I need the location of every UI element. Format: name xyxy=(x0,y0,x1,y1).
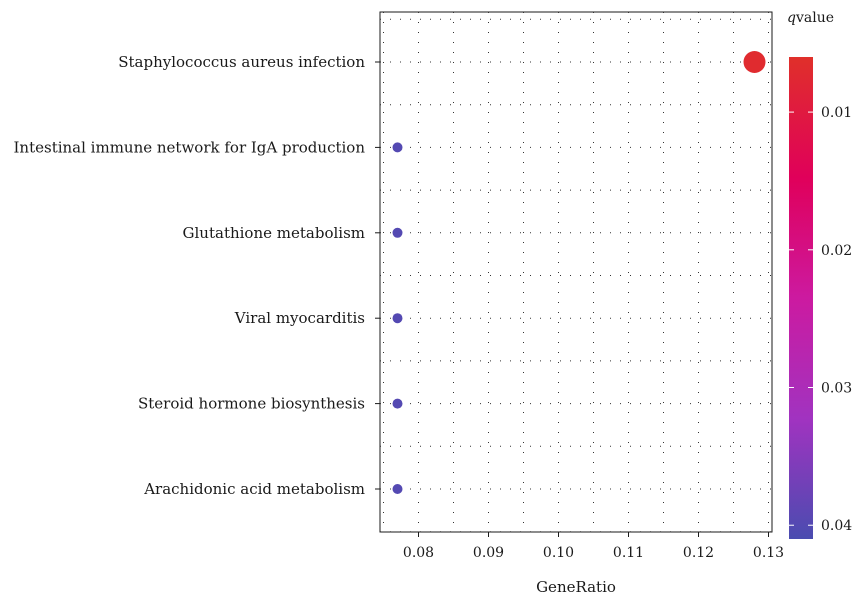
x-tick-label: 0.13 xyxy=(753,545,784,561)
legend-tick-label: 0.04 xyxy=(821,518,852,534)
data-points xyxy=(392,51,766,494)
legend-tick-label: 0.02 xyxy=(821,243,852,259)
data-point xyxy=(743,51,766,73)
data-point xyxy=(392,227,403,238)
qvalue-legend: qvalue 0.01 0.02 0.03 0.04 xyxy=(787,10,852,539)
y-tick-label: Arachidonic acid metabolism xyxy=(143,480,365,498)
plot-area xyxy=(379,11,773,533)
x-tick-label: 0.08 xyxy=(403,545,434,561)
x-tick-label: 0.12 xyxy=(683,545,714,561)
data-point xyxy=(392,398,403,409)
y-tick-label: Intestinal immune network for IgA produc… xyxy=(14,138,366,156)
x-tick-label: 0.11 xyxy=(613,545,644,561)
x-tick-label: 0.09 xyxy=(473,545,504,561)
data-point xyxy=(392,313,403,324)
data-point xyxy=(392,142,403,153)
x-axis: 0.08 0.09 0.10 0.11 0.12 0.13 xyxy=(403,532,784,561)
panel-border xyxy=(379,11,773,533)
y-tick-label: Glutathione metabolism xyxy=(183,224,365,242)
x-tick-label: 0.10 xyxy=(543,545,574,561)
y-tick-label: Steroid hormone biosynthesis xyxy=(138,395,365,413)
y-tick-label: Viral myocarditis xyxy=(234,309,365,327)
legend-tick-label: 0.03 xyxy=(821,381,852,397)
x-axis-title: GeneRatio xyxy=(536,578,616,596)
legend-colorbar xyxy=(789,57,813,539)
y-axis: Staphylococcus aureus infection Intestina… xyxy=(14,53,380,498)
legend-title: qvalue xyxy=(787,10,834,26)
legend-tick-label: 0.01 xyxy=(821,105,852,121)
y-tick-label: Staphylococcus aureus infection xyxy=(118,53,365,71)
data-point xyxy=(392,484,403,494)
